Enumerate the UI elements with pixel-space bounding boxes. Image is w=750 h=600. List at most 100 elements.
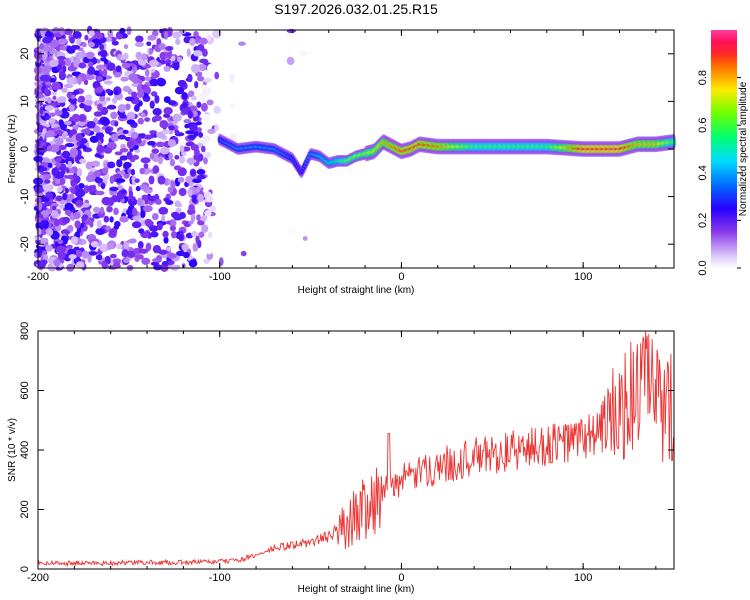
spectrogram-noise-cell [109,253,117,259]
spectrogram-noise-cell [94,177,104,184]
spectrogram-noise-cell [191,231,198,237]
spectrogram-noise-cell [113,207,119,216]
spectrogram-noise-cell [187,110,194,119]
spectrogram-noise-cell [187,134,196,140]
spectrogram-noise-cell [137,79,143,85]
spectrogram-noise-cell [163,96,171,103]
spectrogram-noise-cell [166,260,175,266]
spectrogram-noise-cell [106,256,111,265]
spectrogram-noise-cell [40,162,47,167]
spectrogram-noise-cell [69,36,75,44]
spectrogram-y-ticks: -20 -10 0 10 20 [19,48,674,252]
spectrogram-noise-cell [39,106,44,115]
spectrogram-noise-cell [149,130,158,135]
spectrogram-noise-cell [197,219,205,226]
spectrogram-noise-cell [42,51,48,60]
spectrogram-noise-cell [286,56,295,66]
spectrogram-noise-cell [155,141,165,148]
spectrogram-noise-cell [157,175,166,185]
x-tick-label: -200 [27,572,49,584]
spectrogram-noise-cell [154,95,160,104]
spectrogram-noise-cell [158,249,168,255]
spectrogram-noise-cell [186,48,191,57]
colorbar: 0.0 0.2 0.4 0.6 0.8 Normalized spectral ampl… [697,30,749,276]
spectrogram-noise-cell [39,44,45,50]
spectrogram-noise-cell [196,169,206,175]
spectrogram-noise-cell [154,115,162,122]
snr-y-label: SNR (10 * v/v) [7,418,18,482]
x-tick-label: 0 [398,572,404,584]
spectrogram-noise-cell [42,128,47,134]
spectrogram-noise-cell [167,139,177,147]
spectrogram-noise-cell [124,96,135,102]
spectrogram-noise-cell [58,71,67,81]
spectrogram-noise-cell [58,144,67,151]
spectrogram-noise-cell [174,129,180,134]
spectrogram-noise-cell [131,221,142,229]
spectrogram-noise-cell [131,91,138,98]
spectrogram-noise-cell [76,167,83,177]
spectrogram-noise-cell [91,38,101,44]
spectrogram-noise-cell [149,225,159,232]
spectrogram-noise-cell [123,258,130,264]
spectrogram-noise-cell [148,175,155,185]
spectrogram-noise-cell [165,200,174,205]
x-tick-label: 0 [398,271,404,283]
spectrogram-noise-cell [94,170,101,178]
spectrogram-noise-cell [147,140,156,146]
spectrogram-noise-cell [119,148,129,153]
y-tick-label: 20 [19,48,31,60]
spectrogram-noise-cell [139,184,148,190]
spectrogram-noise-cell [188,259,198,268]
spectrogram-noise-cell [66,77,75,85]
colorbar-tick-label: 0.4 [697,165,709,180]
spectrogram-noise-cell [96,144,105,154]
spectrogram-noise-cell [155,198,162,205]
spectrogram-noise-cell [174,154,180,160]
y-tick-label: 200 [19,500,31,518]
spectrogram-noise-cell [85,161,93,170]
spectrogram-noise-cell [107,197,115,207]
spectrogram-noise-cell [192,178,202,184]
spectrogram-noise-cell [128,190,134,198]
spectrogram-noise-cell [56,55,67,61]
spectrogram-noise-cell [150,68,156,73]
spectrogram-noise-cell [70,44,81,50]
spectrogram-noise-cell [203,151,212,158]
spectrogram-noise-cell [193,50,203,57]
spectrogram-noise-cell [203,258,211,264]
spectrogram-noise-cell [88,41,95,48]
spectrogram-noise-cell [143,134,153,140]
spectrogram-x-ticks: -200 -100 0 100 [27,30,657,283]
spectrogram-noise-cell [52,95,57,101]
spectrogram-noise-cell [147,34,157,41]
spectrogram-noise-cell [158,156,164,164]
spectrogram-noise-cell [170,211,180,219]
spectrogram-noise-cell [113,90,119,96]
snr-x-label: Height of straight line (km) [298,584,415,595]
spectrogram-noise-cell [135,51,143,60]
y-tick-label: -10 [19,189,31,205]
spectrogram-noise-cell [103,215,110,223]
spectrogram-noise-cell [201,113,211,122]
spectrogram-noise-cell [190,144,199,151]
spectrogram-noise-cell [46,145,53,152]
spectrogram-noise-cell [64,187,70,194]
spectrogram-noise-cell [190,169,197,176]
spectrogram-noise-cell [59,27,65,36]
spectrogram-noise-cell [106,104,117,110]
spectrogram-noise-cell [36,227,42,236]
spectrogram-noise-cell [142,205,153,213]
spectrogram-noise-cell [199,58,209,64]
spectrogram-noise-cell [88,61,94,68]
spectrogram-noise-cell [162,230,169,238]
spectrogram-noise-cell [181,243,189,252]
spectrogram-noise-cell [76,141,81,147]
spectrogram-noise-cell [140,157,151,164]
spectrogram-noise-cell [193,37,201,44]
spectrogram-noise-cell [115,33,123,39]
y-tick-label: 800 [19,322,31,340]
spectrogram-noise-cell [69,167,75,174]
y-tick-label: 0 [19,146,31,152]
spectrogram-noise-cell [44,130,55,138]
